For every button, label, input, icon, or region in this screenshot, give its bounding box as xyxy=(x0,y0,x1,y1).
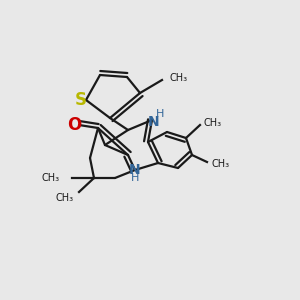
Text: CH₃: CH₃ xyxy=(211,159,229,169)
Text: H: H xyxy=(156,109,164,119)
Text: S: S xyxy=(75,91,87,109)
Text: CH₃: CH₃ xyxy=(56,193,74,203)
Text: CH₃: CH₃ xyxy=(204,118,222,128)
Text: O: O xyxy=(67,116,81,134)
Text: N: N xyxy=(129,163,141,177)
Text: CH₃: CH₃ xyxy=(170,73,188,83)
Text: H: H xyxy=(131,173,139,183)
Text: CH₃: CH₃ xyxy=(42,173,60,183)
Text: N: N xyxy=(148,115,160,129)
